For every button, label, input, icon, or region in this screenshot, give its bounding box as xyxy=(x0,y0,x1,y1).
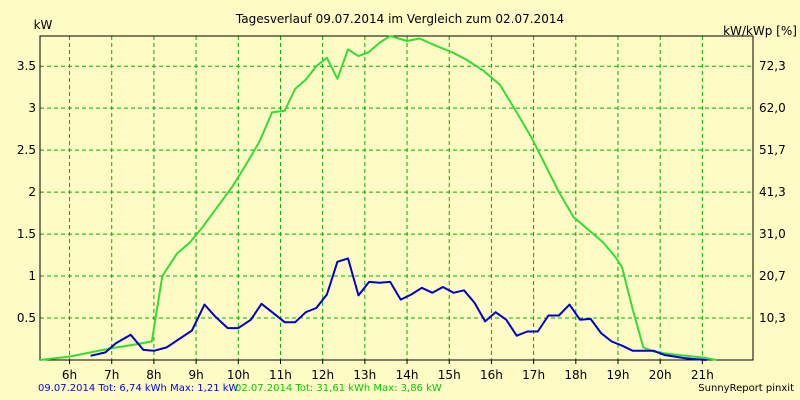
x-tick-label: 18h xyxy=(564,368,587,382)
y-left-tick-label: 2 xyxy=(28,185,36,199)
footer: 09.07.2014 Tot: 6,74 kWh Max: 1,21 kW 02… xyxy=(0,382,800,400)
x-tick-label: 16h xyxy=(480,368,503,382)
x-tick-label: 8h xyxy=(146,368,161,382)
x-axis-ticks: 6h 7h 8h 9h 10h 11h 12h 13h 14h 15h 16h 17h 18h 19h 20… xyxy=(62,360,714,382)
grid xyxy=(40,36,753,360)
x-tick-label: 17h xyxy=(522,368,545,382)
x-tick-label: 6h xyxy=(62,368,77,382)
y-axis-left-ticks: 0.5 1 1.5 2 2.5 3 3.5 xyxy=(17,59,36,325)
y-right-tick-label: 62,0 xyxy=(759,101,786,115)
legend-series-2: 02.07.2014 Tot: 31,61 kWh Max: 3,86 kW xyxy=(235,383,442,394)
y-right-tick-label: 51,7 xyxy=(759,143,786,157)
chart-title: Tagesverlauf 09.07.2014 im Vergleich zum… xyxy=(235,12,564,26)
y-right-tick-label: 10,3 xyxy=(759,311,786,325)
series-line-1 xyxy=(90,257,707,361)
footer-credit: SunnyReport pinxit xyxy=(698,383,794,394)
y-left-tick-label: 1 xyxy=(28,269,36,283)
y-left-tick-label: 0.5 xyxy=(17,311,36,325)
y-left-tick-label: 1.5 xyxy=(17,227,36,241)
series-layer xyxy=(39,35,718,361)
y-axis-right-ticks: 10,3 20,7 31,0 41,3 51,7 62,0 72,3 xyxy=(759,59,786,325)
x-tick-label: 20h xyxy=(649,368,672,382)
x-tick-label: 12h xyxy=(311,368,334,382)
y-axis-right-label: kW/kWp [%] xyxy=(723,24,797,38)
y-right-tick-label: 41,3 xyxy=(759,185,786,199)
series-line-2 xyxy=(39,35,718,361)
y-right-tick-label: 31,0 xyxy=(759,227,786,241)
x-tick-label: 10h xyxy=(227,368,250,382)
y-right-tick-label: 72,3 xyxy=(759,59,786,73)
y-axis-left-label: kW xyxy=(34,18,53,32)
x-tick-label: 9h xyxy=(188,368,203,382)
plot-area-border xyxy=(39,35,754,361)
x-tick-label: 14h xyxy=(396,368,419,382)
y-left-tick-label: 3.5 xyxy=(17,59,36,73)
y-right-tick-label: 20,7 xyxy=(759,269,786,283)
x-tick-label: 13h xyxy=(353,368,376,382)
x-tick-label: 19h xyxy=(607,368,630,382)
x-tick-label: 15h xyxy=(438,368,461,382)
x-tick-label: 7h xyxy=(104,368,119,382)
x-tick-label: 11h xyxy=(269,368,292,382)
legend-series-1: 09.07.2014 Tot: 6,74 kWh Max: 1,21 kW xyxy=(38,383,239,394)
y-left-tick-label: 2.5 xyxy=(17,143,36,157)
x-tick-label: 21h xyxy=(691,368,714,382)
y-left-tick-label: 3 xyxy=(28,101,36,115)
